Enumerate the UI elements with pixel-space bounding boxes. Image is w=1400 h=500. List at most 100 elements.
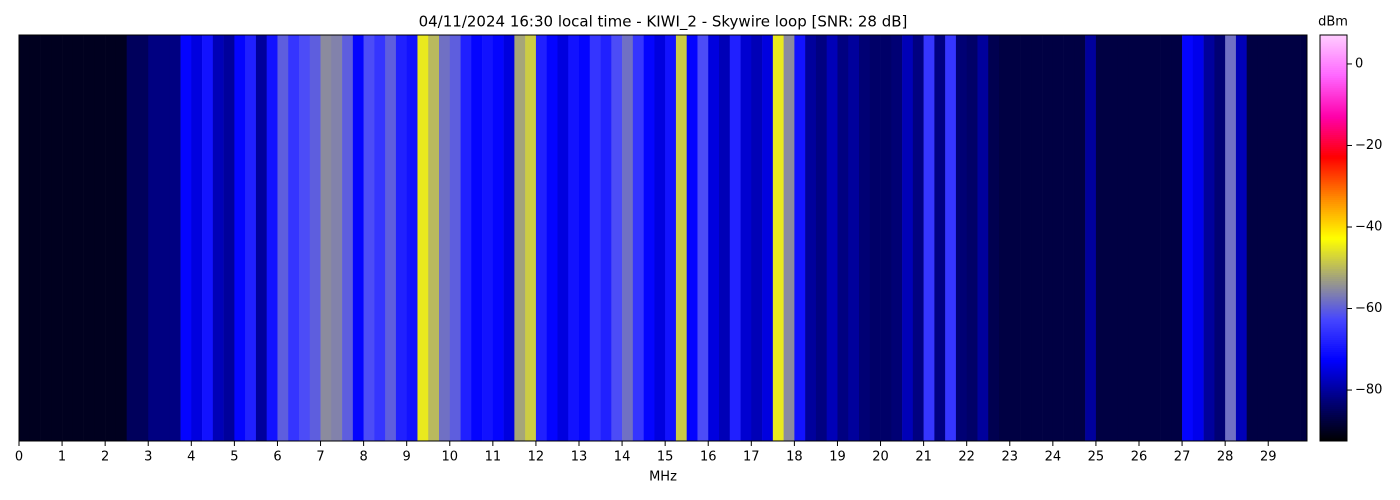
spectrum-column — [62, 35, 74, 441]
spectrum-column — [837, 35, 849, 441]
spectrum-column — [611, 35, 623, 441]
x-tick-label: 26 — [1131, 450, 1148, 465]
spectrum-column — [589, 35, 601, 441]
spectrum-column — [977, 35, 989, 441]
spectrum-column — [439, 35, 451, 441]
spectrum-column — [94, 35, 106, 441]
spectrum-column — [1128, 35, 1140, 441]
spectrum-column — [503, 35, 515, 441]
spectrum-column — [288, 35, 300, 441]
spectrum-column — [212, 35, 224, 441]
spectrum-column — [546, 35, 558, 441]
spectrum-column — [729, 35, 741, 441]
spectrum-column — [955, 35, 967, 441]
spectrum-column — [1042, 35, 1054, 441]
spectrum-column — [1268, 35, 1280, 441]
spectrum-column — [385, 35, 397, 441]
spectrum-column — [1171, 35, 1183, 441]
x-tick-label: 3 — [144, 450, 152, 465]
spectrum-column — [1139, 35, 1151, 441]
x-tick-label: 9 — [403, 450, 411, 465]
spectrum-column — [535, 35, 547, 441]
spectrum-column — [19, 35, 31, 441]
x-tick-label: 21 — [915, 450, 932, 465]
spectrum-column — [772, 35, 784, 441]
x-tick-label: 13 — [571, 450, 588, 465]
spectrum-column — [697, 35, 709, 441]
spectrum-column — [675, 35, 687, 441]
spectrum-column — [1203, 35, 1215, 441]
colorbar-tick-label: −60 — [1355, 301, 1382, 316]
spectrum-column — [643, 35, 655, 441]
spectrum-column — [1095, 35, 1107, 441]
spectrum-column — [902, 35, 914, 441]
chart-title: 04/11/2024 16:30 local time - KIWI_2 - S… — [419, 13, 908, 32]
spectrum-column — [999, 35, 1011, 441]
spectrum-column — [988, 35, 1000, 441]
spectrum-column — [665, 35, 677, 441]
spectrum-column — [1257, 35, 1269, 441]
spectrum-column — [395, 35, 407, 441]
spectrum-column — [266, 35, 278, 441]
x-tick-label: 17 — [743, 450, 760, 465]
spectrum-column — [751, 35, 763, 441]
spectrum-column — [83, 35, 95, 441]
spectrum-column — [180, 35, 192, 441]
spectrum-column — [148, 35, 160, 441]
spectrum-column — [740, 35, 752, 441]
x-tick-label: 22 — [958, 450, 975, 465]
colorbar: 0 −20 −40 −60 −80 — [1319, 34, 1382, 442]
spectrum-column — [406, 35, 418, 441]
spectrum-column — [1052, 35, 1064, 441]
spectrum-column — [514, 35, 526, 441]
spectrum-column — [783, 35, 795, 441]
spectrum-column — [1074, 35, 1086, 441]
spectrum-column — [891, 35, 903, 441]
spectrum-column — [632, 35, 644, 441]
spectrum-column — [525, 35, 537, 441]
colorbar-tick-label: −20 — [1355, 138, 1382, 153]
spectrum-column — [374, 35, 386, 441]
spectrum-column — [859, 35, 871, 441]
spectrum-column — [826, 35, 838, 441]
spectrum-column — [126, 35, 138, 441]
x-tick-label: 4 — [187, 450, 195, 465]
spectrum-column — [686, 35, 698, 441]
spectrum-column — [1117, 35, 1129, 441]
x-tick-label: 7 — [316, 450, 324, 465]
x-tick-label: 0 — [15, 450, 23, 465]
spectrum-column — [309, 35, 321, 441]
x-tick-label: 6 — [273, 450, 281, 465]
x-tick-label: 24 — [1045, 450, 1062, 465]
spectrum-column — [923, 35, 935, 441]
spectrum-column — [29, 35, 41, 441]
spectrum-column — [40, 35, 52, 441]
spectrum-column — [191, 35, 203, 441]
spectrum-column — [1192, 35, 1204, 441]
x-tick-label: 5 — [230, 450, 238, 465]
x-tick-label: 14 — [614, 450, 631, 465]
spectrum-column — [579, 35, 591, 441]
spectrum-column — [202, 35, 214, 441]
spectrum-column — [449, 35, 461, 441]
x-tick-label: 19 — [829, 450, 846, 465]
spectrum-column — [255, 35, 267, 441]
spectrum-column — [945, 35, 957, 441]
spectrum-column — [1225, 35, 1237, 441]
x-tick-label: 8 — [359, 450, 367, 465]
spectrum-column — [460, 35, 472, 441]
spectrum-column — [471, 35, 483, 441]
spectrum-column — [428, 35, 440, 441]
colorbar-tick-label: 0 — [1355, 56, 1363, 71]
spectrum-column — [137, 35, 149, 441]
spectrum-column — [1279, 35, 1291, 441]
x-tick-label: 10 — [441, 450, 458, 465]
spectrum-column — [708, 35, 720, 441]
x-tick-label: 1 — [58, 450, 66, 465]
colorbar-tick-label: −80 — [1355, 383, 1382, 398]
spectrum-column — [1300, 35, 1307, 441]
x-tick-label: 12 — [528, 450, 545, 465]
spectrum-column — [352, 35, 364, 441]
x-tick-label: 20 — [872, 450, 889, 465]
spectrum-column — [600, 35, 612, 441]
